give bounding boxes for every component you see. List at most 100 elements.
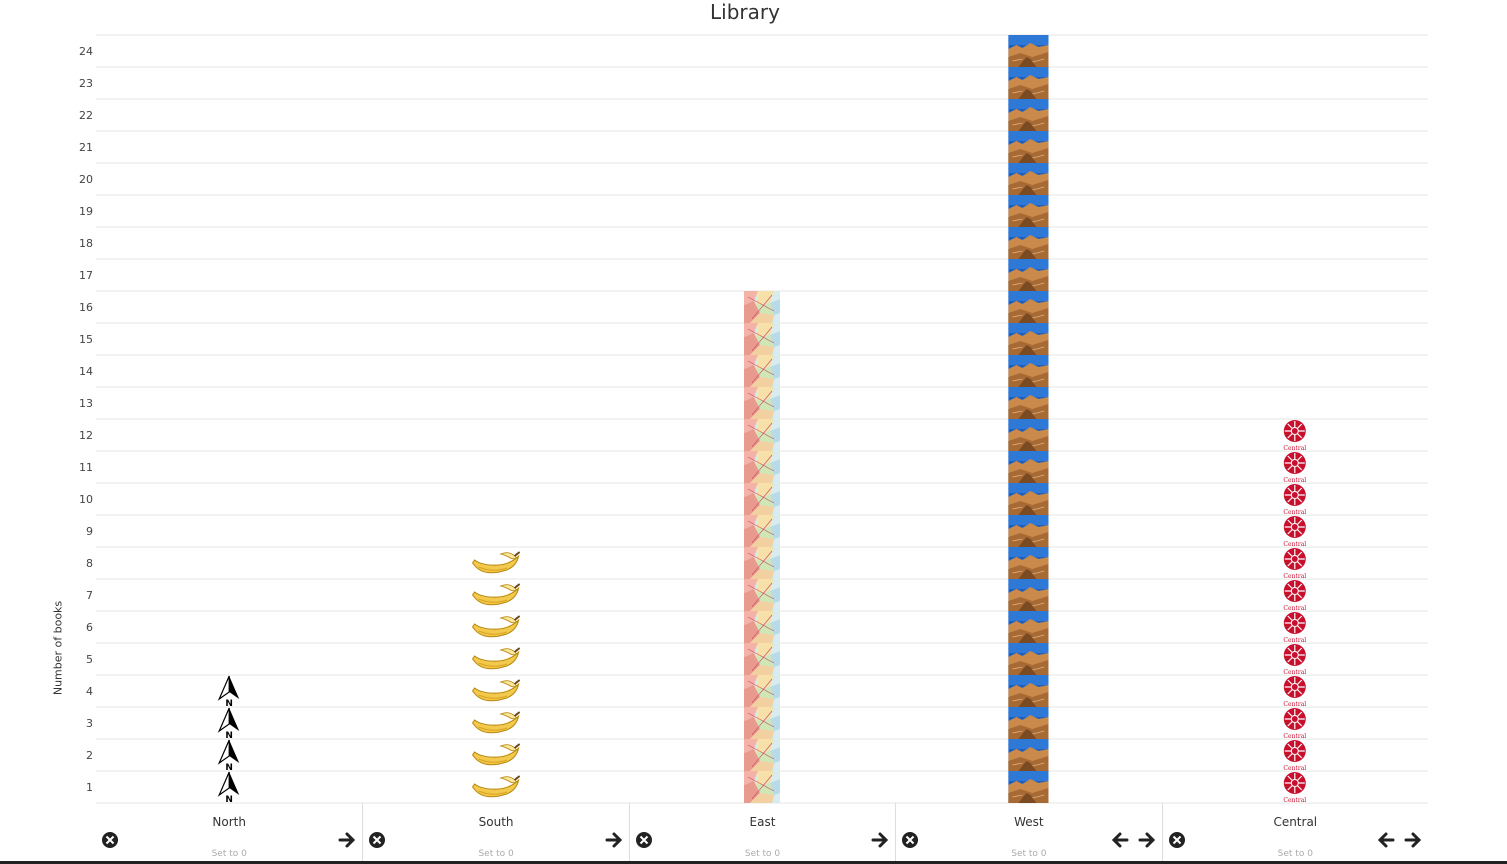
y-tick-label: 1 xyxy=(86,781,93,794)
bottom-border xyxy=(0,861,1507,864)
canyon-photo-icon xyxy=(1007,451,1049,483)
canyon-photo-icon xyxy=(1007,131,1049,163)
map-icon xyxy=(744,355,780,387)
category-column-east: East Set to 0 xyxy=(628,803,895,864)
move-right-icon[interactable] xyxy=(605,831,623,849)
bar-west[interactable] xyxy=(1007,35,1049,803)
banana-icon xyxy=(471,550,521,574)
canyon-photo-icon xyxy=(1007,35,1049,67)
bar-central[interactable] xyxy=(1282,419,1307,804)
x-tick-label: East xyxy=(749,815,776,829)
set-to-zero-link[interactable]: Set to 0 xyxy=(744,849,781,859)
canyon-photo-icon xyxy=(1007,259,1049,291)
bar-north[interactable] xyxy=(218,675,240,805)
canyon-photo-icon xyxy=(1007,227,1049,259)
remove-icon[interactable] xyxy=(368,831,386,849)
canyon-photo-icon xyxy=(1007,579,1049,611)
map-icon xyxy=(744,483,780,515)
canyon-photo-icon xyxy=(1007,643,1049,675)
canyon-photo-icon xyxy=(1007,483,1049,515)
central-emblem-icon xyxy=(1282,771,1307,803)
y-tick-label: 21 xyxy=(79,141,93,154)
canyon-photo-icon xyxy=(1007,387,1049,419)
canyon-photo-icon xyxy=(1007,291,1049,323)
bar-south[interactable] xyxy=(471,550,521,798)
canyon-photo-icon xyxy=(1007,67,1049,99)
x-tick-label: North xyxy=(212,815,246,829)
set-to-zero-link[interactable]: Set to 0 xyxy=(1011,849,1047,859)
move-left-icon[interactable] xyxy=(1377,831,1395,849)
x-tick-label: South xyxy=(478,815,514,829)
remove-icon[interactable] xyxy=(1168,831,1186,849)
map-icon xyxy=(744,611,780,643)
y-tick-label: 3 xyxy=(86,717,93,730)
chart-title: Library xyxy=(710,0,780,24)
canyon-photo-icon xyxy=(1007,515,1049,547)
central-emblem-icon xyxy=(1282,579,1307,611)
north-arrow-icon xyxy=(218,707,240,739)
remove-icon[interactable] xyxy=(101,831,119,849)
north-arrow-icon xyxy=(218,675,240,707)
y-tick-label: 4 xyxy=(86,685,93,698)
set-to-zero-link[interactable]: Set to 0 xyxy=(478,849,514,859)
category-column-west: West Set to 0 xyxy=(895,803,1161,864)
y-tick-label: 18 xyxy=(79,237,93,250)
central-emblem-icon xyxy=(1282,419,1307,451)
banana-icon xyxy=(471,646,521,670)
central-emblem-icon xyxy=(1282,483,1307,515)
remove-icon[interactable] xyxy=(635,831,653,849)
map-icon xyxy=(744,547,780,579)
map-icon xyxy=(744,579,780,611)
canyon-photo-icon xyxy=(1007,99,1049,131)
move-right-icon[interactable] xyxy=(338,831,356,849)
y-tick-label: 12 xyxy=(79,429,93,442)
y-tick-label: 22 xyxy=(79,109,93,122)
map-icon xyxy=(744,419,780,451)
y-tick-label: 2 xyxy=(86,749,93,762)
banana-icon xyxy=(471,678,521,702)
central-emblem-icon xyxy=(1282,451,1307,483)
central-emblem-icon xyxy=(1282,515,1307,547)
banana-icon xyxy=(471,710,521,734)
canyon-photo-icon xyxy=(1007,419,1049,451)
y-tick-label: 10 xyxy=(79,493,93,506)
bar-east[interactable] xyxy=(744,291,780,803)
y-tick-label: 24 xyxy=(79,45,93,58)
canyon-photo-icon xyxy=(1007,739,1049,771)
map-icon xyxy=(744,739,780,771)
canyon-photo-icon xyxy=(1007,195,1049,227)
set-to-zero-link[interactable]: Set to 0 xyxy=(1277,849,1313,859)
y-tick-label: 19 xyxy=(79,205,93,218)
central-emblem-icon xyxy=(1282,739,1307,771)
banana-icon xyxy=(471,742,521,766)
central-emblem-icon xyxy=(1282,707,1307,739)
north-arrow-icon xyxy=(218,739,240,771)
y-tick-label: 23 xyxy=(79,77,93,90)
move-right-icon[interactable] xyxy=(1138,831,1156,849)
central-emblem-icon xyxy=(1282,611,1307,643)
canyon-photo-icon xyxy=(1007,323,1049,355)
remove-icon[interactable] xyxy=(901,831,919,849)
move-right-icon[interactable] xyxy=(1404,831,1422,849)
map-icon xyxy=(744,291,780,323)
y-tick-label: 9 xyxy=(86,525,93,538)
map-icon xyxy=(744,771,780,803)
y-tick-label: 11 xyxy=(79,461,93,474)
move-left-icon[interactable] xyxy=(1111,831,1129,849)
y-tick-label: 13 xyxy=(79,397,93,410)
move-right-icon[interactable] xyxy=(871,831,889,849)
y-tick-label: 8 xyxy=(86,557,93,570)
map-icon xyxy=(744,643,780,675)
set-to-zero-link[interactable]: Set to 0 xyxy=(211,849,247,859)
map-icon xyxy=(744,387,780,419)
y-tick-label: 14 xyxy=(79,365,93,378)
canyon-photo-icon xyxy=(1007,611,1049,643)
canyon-photo-icon xyxy=(1007,163,1049,195)
central-emblem-icon xyxy=(1282,675,1307,707)
canyon-photo-icon xyxy=(1007,355,1049,387)
y-tick-label: 17 xyxy=(79,269,93,282)
map-icon xyxy=(744,515,780,547)
north-arrow-icon xyxy=(218,771,240,803)
category-column-central: Central Set to 0 xyxy=(1161,803,1428,864)
